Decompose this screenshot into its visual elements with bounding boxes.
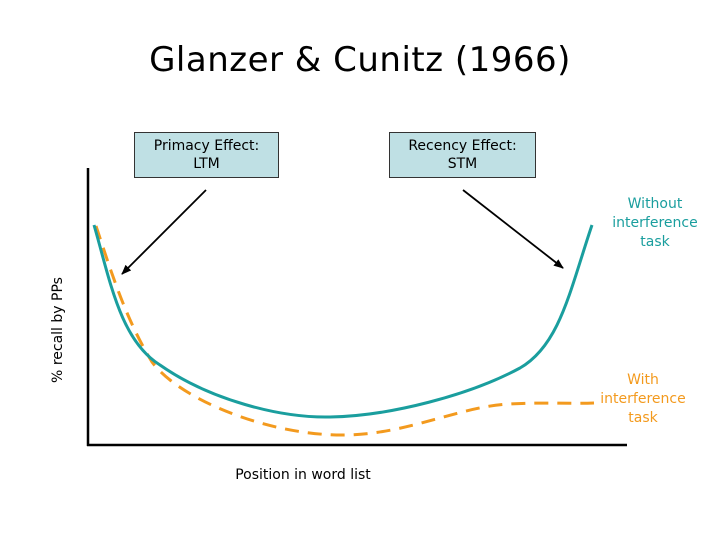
with-interference-curve xyxy=(94,225,595,437)
with-interference-label: With interference task xyxy=(588,371,698,428)
slide-title: Glanzer & Cunitz (1966) xyxy=(149,40,571,80)
primacy-callout-line1: Primacy Effect: xyxy=(153,138,260,154)
recency-callout-line2: STM xyxy=(447,156,478,172)
recency-callout-line1: Recency Effect: xyxy=(408,138,517,154)
without-interference-curve xyxy=(92,224,594,419)
without-label-line3: task xyxy=(640,234,670,250)
y-axis-label-text: % recall by PPs xyxy=(50,277,66,383)
with-label-line1: With xyxy=(627,372,659,388)
recency-arrow xyxy=(462,189,564,269)
primacy-callout-line2: LTM xyxy=(193,156,220,172)
with-label-line3: task xyxy=(628,410,658,426)
without-interference-label: Without interference task xyxy=(600,195,710,252)
x-axis-label: Position in word list xyxy=(235,467,371,483)
primacy-arrow xyxy=(121,189,207,275)
without-label-line2: interference xyxy=(612,215,698,231)
with-label-line2: interference xyxy=(600,391,686,407)
recency-effect-callout: Recency Effect: STM xyxy=(389,132,536,178)
primacy-effect-callout: Primacy Effect: LTM xyxy=(134,132,279,178)
without-label-line1: Without xyxy=(627,196,683,212)
